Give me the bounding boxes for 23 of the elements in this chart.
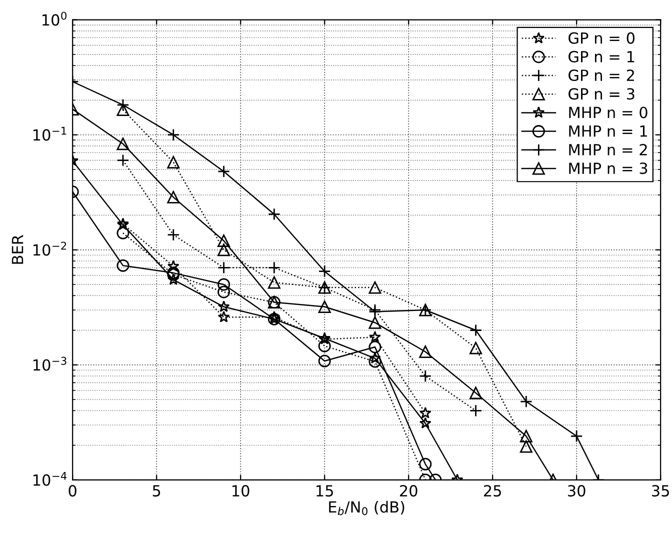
- y-axis-title: BER: [12, 234, 24, 264]
- y-tick-label: 10$^{0}$: [42, 12, 67, 26]
- legend-label: GP n = 1: [568, 50, 634, 62]
- legend-label: GP n = 3: [568, 88, 634, 100]
- legend-label: GP n = 0: [568, 32, 635, 44]
- y-tick-label: 10$^{−4}$: [33, 472, 67, 486]
- x-tick-label: 30: [568, 485, 586, 497]
- legend-label: GP n = 2: [568, 70, 634, 82]
- x-tick-label: 25: [484, 485, 501, 497]
- x-axis-title: E$_{b}$/N$_{0}$ (dB): [329, 500, 404, 516]
- x-tick-label: 10: [232, 485, 250, 497]
- y-tick-label: 10$^{−3}$: [33, 356, 66, 371]
- legend-label: MHP n = 0: [569, 106, 648, 118]
- x-tick-label: 0: [68, 485, 76, 497]
- x-tick-label: 20: [400, 485, 418, 497]
- x-tick-label: 15: [316, 485, 333, 497]
- y-tick-label: 10$^{−1}$: [33, 126, 66, 141]
- x-tick-label: 5: [152, 485, 160, 497]
- y-tick-label: 10$^{−2}$: [33, 242, 66, 256]
- legend-label: MHP n = 1: [569, 126, 647, 137]
- legend-label: MHP n = 2: [569, 144, 647, 156]
- x-tick-label: 35: [652, 485, 669, 497]
- legend-label: MHP n = 3: [569, 162, 648, 174]
